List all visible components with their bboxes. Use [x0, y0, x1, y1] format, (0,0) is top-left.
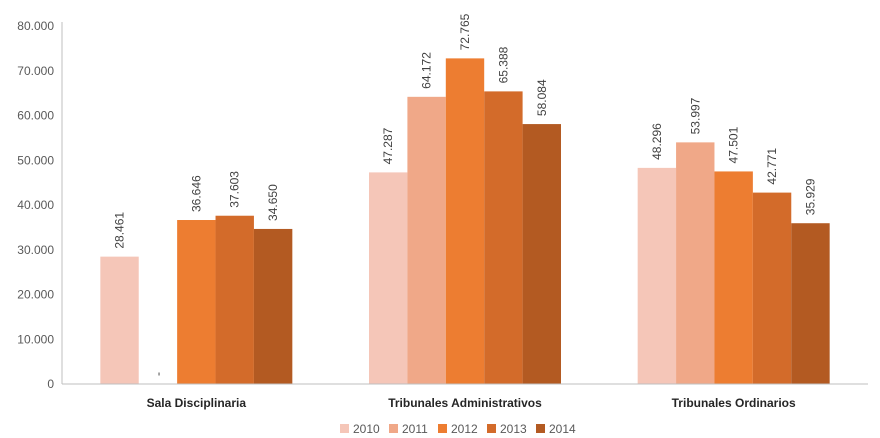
- legend-swatch: [438, 424, 447, 433]
- legend-swatch: [536, 424, 545, 433]
- data-label: 36.646: [189, 175, 203, 212]
- data-label: 47.501: [727, 126, 741, 163]
- data-label: 64.172: [420, 52, 434, 89]
- legend-swatch: [389, 424, 398, 433]
- data-label: 72.765: [458, 13, 472, 50]
- legend-swatch: [340, 424, 349, 433]
- y-tick-label: 20.000: [17, 288, 54, 302]
- bar: [369, 172, 408, 384]
- y-tick-label: 40.000: [17, 198, 54, 212]
- bar: [215, 215, 254, 384]
- legend-swatch: [487, 424, 496, 433]
- y-tick-label: 50.000: [17, 153, 54, 167]
- x-category-label: Tribunales Ordinarios: [672, 396, 796, 410]
- data-labels: 28.461 - 36.646 37.603 34.650 47.287 64.172 72.…: [113, 13, 818, 376]
- data-label: 34.650: [266, 184, 280, 221]
- legend-label: 2011: [402, 422, 428, 436]
- bar: [484, 91, 523, 384]
- data-label: 37.603: [228, 171, 242, 208]
- y-axis: 0 10.000 20.000 30.000 40.000 50.000 60.000 70.…: [17, 19, 63, 391]
- bar: [445, 58, 485, 385]
- data-label: 65.388: [496, 46, 510, 83]
- bar: [676, 142, 715, 384]
- bar: [791, 223, 830, 384]
- bars: [100, 58, 830, 385]
- bar: [407, 96, 446, 385]
- x-category-label: Tribunales Administrativos: [388, 396, 542, 410]
- legend-label: 2012: [451, 422, 478, 436]
- y-tick-label: 30.000: [17, 243, 54, 257]
- data-label: 42.771: [765, 148, 779, 185]
- data-label: 35.929: [803, 178, 817, 215]
- data-label: 47.287: [381, 127, 395, 164]
- x-axis: Sala Disciplinaria Tribunales Administrat…: [62, 383, 868, 410]
- bar: [100, 256, 139, 384]
- bar: [752, 192, 792, 384]
- bar: [253, 228, 293, 384]
- legend-label: 2010: [353, 422, 380, 436]
- bar: [637, 167, 677, 384]
- data-label: -: [151, 372, 165, 376]
- legend-label: 2014: [549, 422, 576, 436]
- data-label: 28.461: [113, 212, 127, 249]
- y-tick-label: 70.000: [17, 64, 54, 78]
- bar: [714, 171, 753, 384]
- data-label: 48.296: [650, 123, 664, 160]
- legend: 2010 2011 2012 2013 2014: [340, 422, 576, 436]
- data-label: 58.084: [535, 79, 549, 116]
- y-tick-label: 0: [47, 377, 54, 391]
- bar: [177, 220, 216, 384]
- data-label: 53.997: [688, 97, 702, 134]
- bar: [522, 124, 561, 384]
- y-tick-label: 80.000: [17, 19, 54, 33]
- y-tick-label: 60.000: [17, 109, 54, 123]
- legend-label: 2013: [500, 422, 527, 436]
- y-tick-label: 10.000: [17, 332, 54, 346]
- x-category-label: Sala Disciplinaria: [147, 396, 247, 410]
